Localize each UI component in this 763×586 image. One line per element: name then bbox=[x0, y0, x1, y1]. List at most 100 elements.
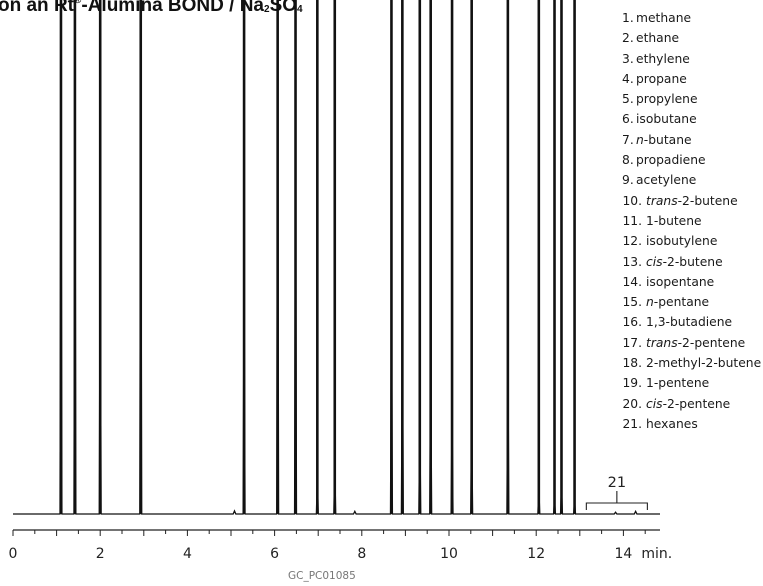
legend-item: 17. trans-2-pentene bbox=[622, 333, 761, 353]
peak-label-16: 16 bbox=[499, 0, 517, 4]
peak-label-6: 6 bbox=[273, 0, 282, 4]
legend-compound-name: -2-pentene bbox=[662, 396, 731, 411]
legend-item: 19. 1-pentene bbox=[622, 373, 761, 393]
legend-item: 3. ethylene bbox=[622, 49, 761, 69]
peak-label-5: 5 bbox=[239, 0, 248, 4]
legend-number: 13. bbox=[622, 254, 642, 269]
x-tick-label: 10 bbox=[440, 546, 458, 562]
legend-number: 16. bbox=[622, 315, 642, 330]
x-tick-label: 8 bbox=[357, 546, 366, 562]
legend-compound-name: 1,3-butadiene bbox=[646, 315, 733, 330]
title-sub-4: 4 bbox=[297, 4, 303, 15]
legend-item: 1. methane bbox=[622, 8, 761, 28]
legend-number: 19. bbox=[622, 376, 642, 391]
legend-compound-name: -2-pentene bbox=[677, 335, 746, 350]
legend-number: 4. bbox=[622, 71, 634, 86]
legend-number: 18. bbox=[622, 356, 642, 371]
legend-item: 5. propylene bbox=[622, 89, 761, 109]
hexanes-bracket bbox=[585, 491, 648, 510]
legend-compound-name: -butane bbox=[643, 132, 692, 147]
legend-number: 3. bbox=[622, 51, 634, 66]
legend-number: 6. bbox=[622, 112, 634, 127]
legend-compound-name: 1-pentene bbox=[646, 376, 710, 391]
legend-item: 2. ethane bbox=[622, 28, 761, 48]
legend-italic-prefix: trans bbox=[646, 335, 678, 350]
title-registered-mark: ® bbox=[74, 0, 82, 6]
legend-item: 10. trans-2-butene bbox=[622, 191, 761, 211]
peak-label-2: 2 bbox=[70, 0, 79, 4]
chromatogram-trace bbox=[13, 73, 660, 515]
legend-compound-name: propylene bbox=[636, 92, 698, 107]
legend-item: 9. acetylene bbox=[622, 170, 761, 190]
bracket-label: 21 bbox=[608, 475, 626, 491]
figure-code: GC_PC01085 bbox=[288, 570, 356, 582]
legend-number: 7. bbox=[622, 132, 634, 147]
legend-item: 21. hexanes bbox=[622, 414, 761, 434]
legend-number: 14. bbox=[622, 274, 642, 289]
legend-compound-name: isobutane bbox=[636, 112, 697, 127]
x-tick-label: 14 bbox=[614, 546, 632, 562]
x-tick-label: 4 bbox=[183, 546, 192, 562]
peak-label-9: 9 bbox=[330, 0, 339, 4]
legend-item: 14. isopentane bbox=[622, 272, 761, 292]
x-tick-label: 6 bbox=[270, 546, 279, 562]
title-prefix: on an Rt bbox=[0, 0, 74, 16]
peak-label-8: 8 bbox=[313, 0, 322, 4]
legend-italic-prefix: cis bbox=[646, 396, 663, 411]
legend-item: 6. isobutane bbox=[622, 109, 761, 129]
legend-item: 18. 2-methyl-2-butene bbox=[622, 353, 761, 373]
legend-compound-name: isobutylene bbox=[646, 234, 718, 249]
legend-item: 11. 1-butene bbox=[622, 211, 761, 231]
legend-compound-name: -pentane bbox=[653, 295, 710, 310]
legend-item: 16. 1,3-butadiene bbox=[622, 312, 761, 332]
peak-label-10: 10 bbox=[382, 0, 400, 4]
legend-compound-name: propadiene bbox=[636, 153, 706, 168]
peak-label-12: 12 bbox=[411, 0, 429, 4]
peak-label-14: 14 bbox=[443, 0, 461, 4]
legend-number: 12. bbox=[622, 234, 642, 249]
legend-number: 9. bbox=[622, 173, 634, 188]
peak-label-4: 4 bbox=[136, 0, 145, 4]
legend-compound-name: 2-methyl-2-butene bbox=[646, 356, 762, 371]
legend-number: 5. bbox=[622, 92, 634, 107]
legend-number: 1. bbox=[622, 11, 634, 25]
x-axis-label: min. bbox=[641, 546, 672, 562]
x-tick-label: 0 bbox=[9, 546, 18, 562]
legend-compound-name: 1-butene bbox=[646, 213, 702, 228]
title-sub-2: 2 bbox=[264, 4, 270, 15]
legend-item: 8. propadiene bbox=[622, 150, 761, 170]
legend-compound-name: ethylene bbox=[636, 51, 690, 66]
legend-item: 20. cis-2-pentene bbox=[622, 394, 761, 414]
legend-number: 17. bbox=[622, 335, 642, 350]
legend-compound-name: ethane bbox=[636, 31, 680, 46]
legend-item: 7. n-butane bbox=[622, 130, 761, 150]
legend-number: 10. bbox=[622, 193, 642, 208]
peak-label-7: 7 bbox=[291, 0, 300, 4]
peak-label-1: 1 bbox=[56, 0, 65, 4]
legend-number: 20. bbox=[622, 396, 642, 411]
legend-item: 15. n-pentane bbox=[622, 292, 761, 312]
legend-number: 2. bbox=[622, 31, 634, 46]
peak-label-20: 20 bbox=[565, 0, 583, 4]
title-mid: -Alumina BOND / Na bbox=[81, 0, 264, 16]
legend-compound-name: hexanes bbox=[646, 416, 698, 431]
legend-italic-prefix: n bbox=[636, 132, 644, 147]
legend-compound-name: methane bbox=[636, 11, 692, 25]
legend-item: 4. propane bbox=[622, 69, 761, 89]
legend-italic-prefix: trans bbox=[646, 193, 678, 208]
legend-compound-name: acetylene bbox=[636, 173, 697, 188]
legend-number: 15. bbox=[622, 295, 642, 310]
legend-number: 21. bbox=[622, 416, 642, 431]
peak-label-13: 13 bbox=[421, 0, 439, 4]
x-tick-label: 12 bbox=[527, 546, 545, 562]
peak-label-15: 15 bbox=[462, 0, 480, 4]
peak-label-11: 11 bbox=[393, 0, 411, 4]
legend-item: 12. isobutylene bbox=[622, 231, 761, 251]
legend-item: 13. cis-2-butene bbox=[622, 252, 761, 272]
peak-label-19: 19 bbox=[552, 0, 570, 4]
peak-label-18: 18 bbox=[545, 0, 563, 4]
legend-compound-name: -2-butene bbox=[662, 254, 723, 269]
legend-number: 8. bbox=[622, 153, 634, 168]
legend-italic-prefix: n bbox=[646, 295, 654, 310]
